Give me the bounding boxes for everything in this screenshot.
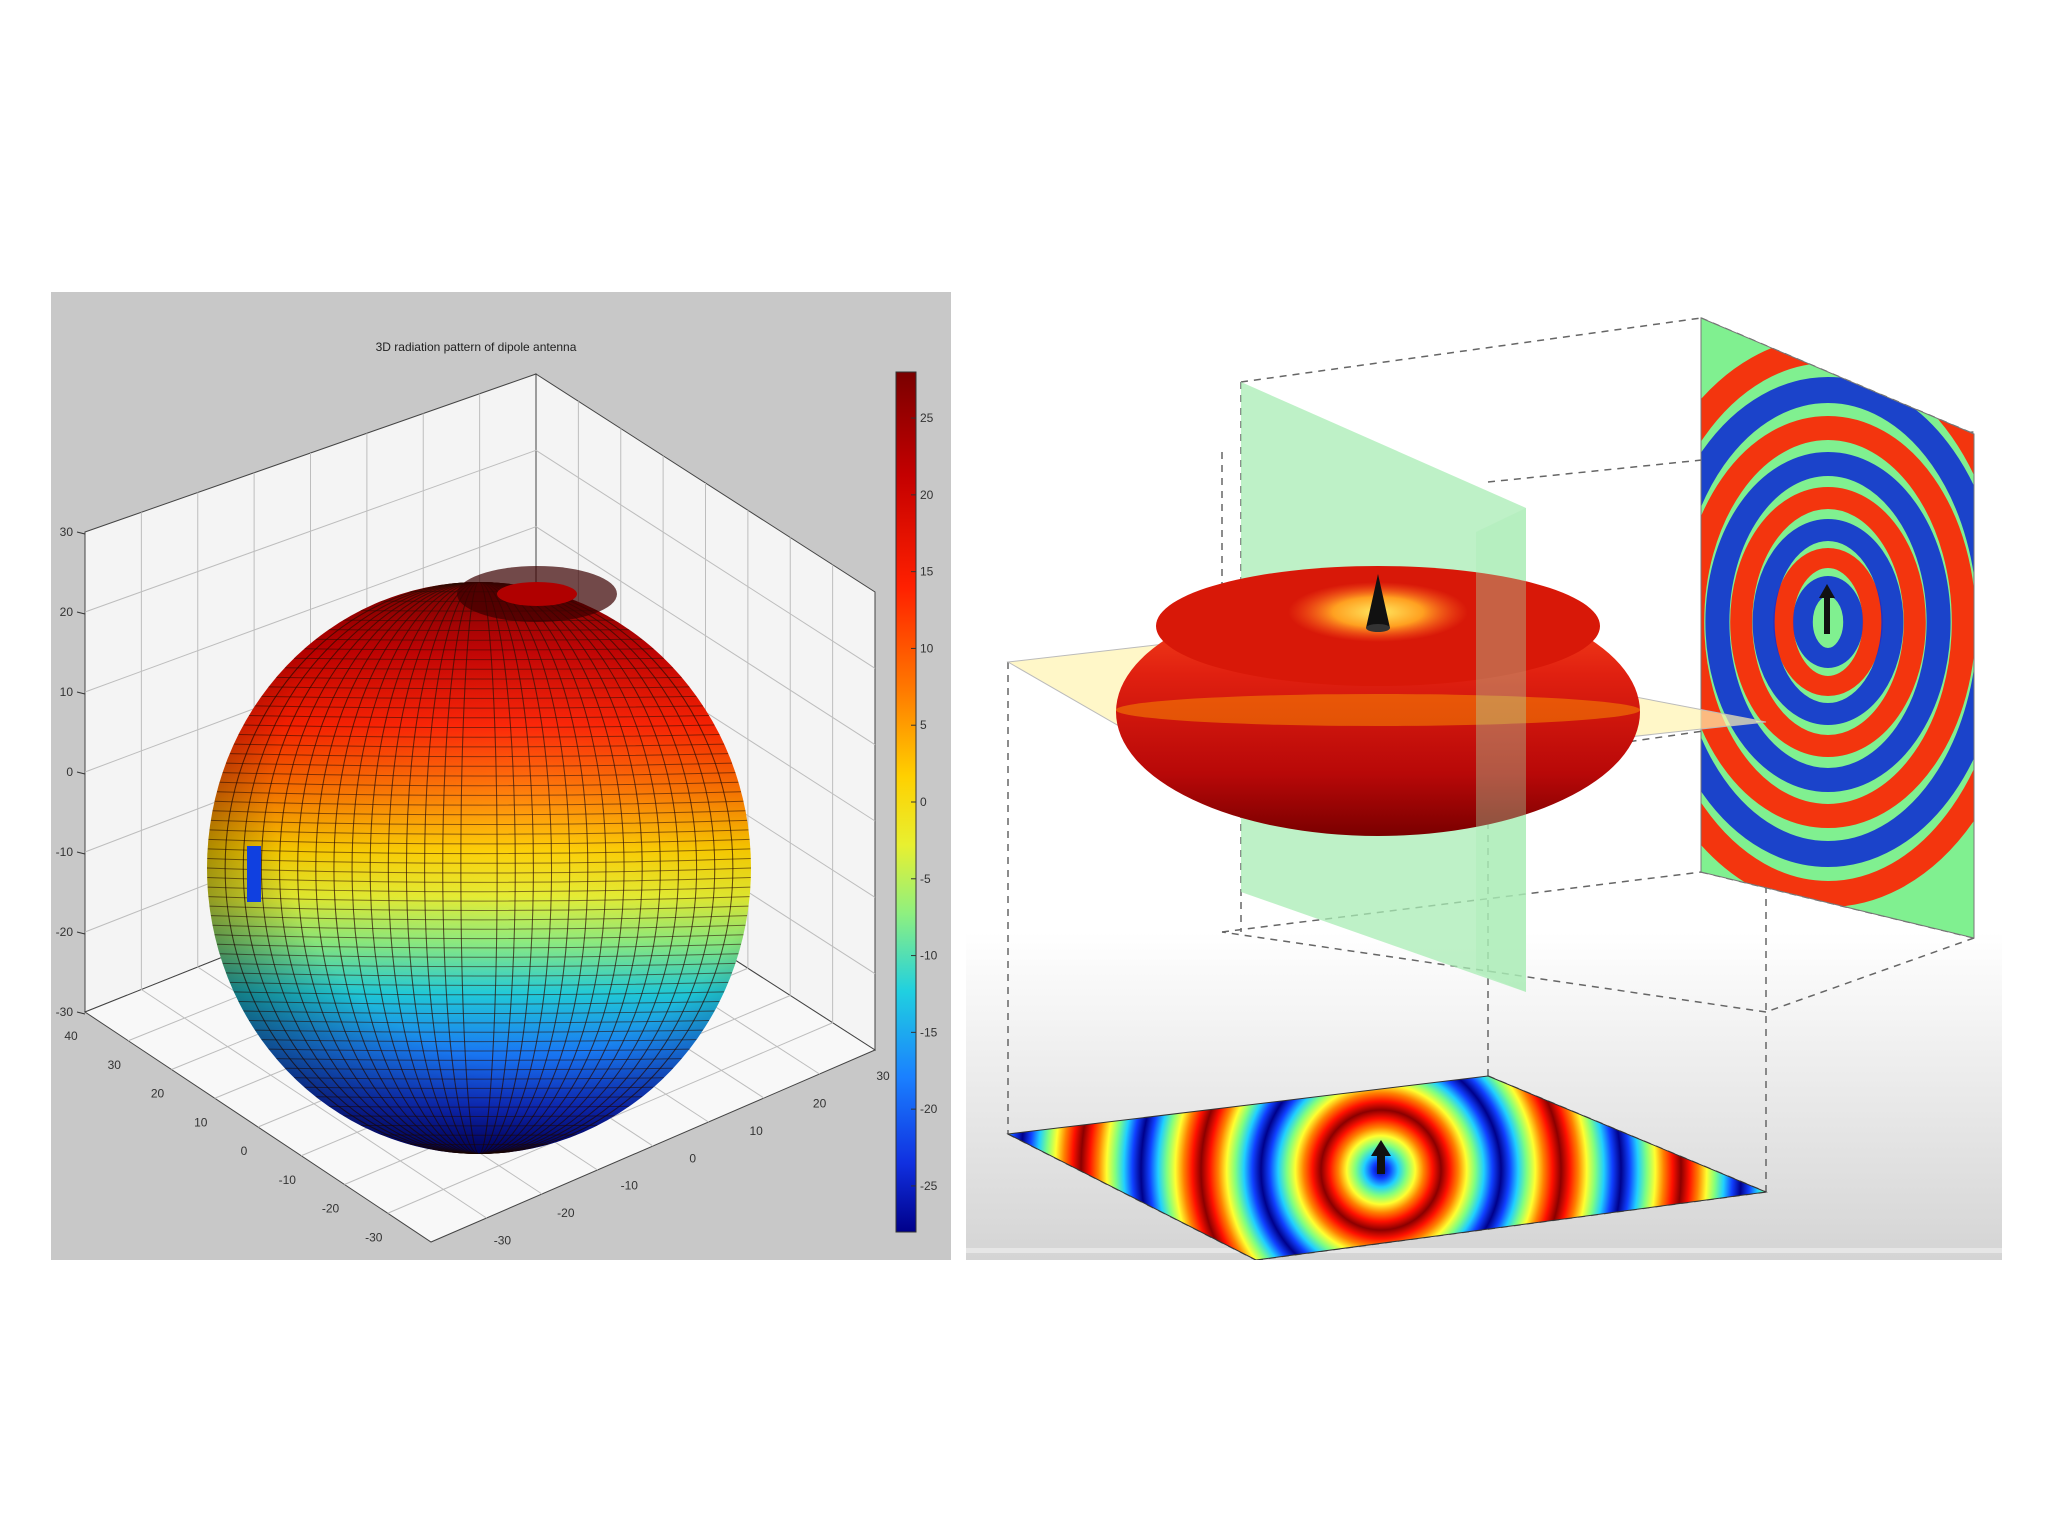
torus-arrow (1366, 574, 1390, 628)
x-tick-label: 0 (689, 1151, 696, 1165)
sphere-shading (207, 582, 751, 1154)
z-tick (76, 531, 86, 535)
side-wavefront (1752, 519, 1904, 725)
z-tick (76, 931, 86, 935)
x-tick-label: 30 (876, 1069, 890, 1083)
floor-arrow-shaft (1377, 1154, 1385, 1174)
floor-outline (1006, 1075, 1768, 1260)
torus-arrow-base (1366, 624, 1390, 632)
floor-field-map (1008, 1076, 1766, 1260)
z-tick-label: 30 (60, 525, 74, 539)
side-arrow-head (1819, 584, 1835, 598)
floor-rings (1008, 1076, 1766, 1260)
colorbar-tick-label: -20 (920, 1102, 938, 1116)
z-tick (76, 1011, 86, 1015)
sphere-top-dimple-inner (497, 582, 577, 606)
z-tick (76, 851, 86, 855)
y-tick-label: 20 (151, 1087, 165, 1101)
z-tick (76, 691, 86, 695)
z-tick (76, 771, 86, 775)
colorbar-tick-label: -5 (920, 872, 931, 886)
y-tick-label: -10 (279, 1173, 297, 1187)
colorbar-tick-label: 5 (920, 718, 927, 732)
side-wavefront (1773, 548, 1883, 696)
colorbar-tick-label: -10 (920, 949, 938, 963)
colorbar-tick-label: 10 (920, 641, 934, 655)
colorbar-tick-label: 20 (920, 488, 934, 502)
side-field-map (1701, 318, 1974, 938)
x-tick-label: -30 (494, 1234, 512, 1248)
box-edge (1765, 937, 1975, 1013)
divider-line (966, 1248, 2002, 1253)
box-edge (1240, 317, 1702, 383)
vertical-plane-front (1476, 508, 1526, 992)
left-chart-panel: 25 20 15 10 5 0 -5 -10 -15 -20 -25 30 20 10 0 -10 -20 -30… (51, 292, 951, 1260)
colorbar-tick-label: 25 (920, 411, 934, 425)
z-tick-label: 0 (66, 765, 73, 779)
x-tick-label: 20 (813, 1096, 827, 1110)
y-tick-label: 10 (194, 1115, 208, 1129)
y-tick-label: -30 (365, 1230, 383, 1244)
torus-plane-cut (1116, 694, 1640, 726)
colorbar-tick-label: 0 (920, 795, 927, 809)
right-chart-panel (966, 292, 2002, 1260)
y-tick-label: 40 (64, 1029, 78, 1043)
x-tick-label: -20 (557, 1206, 575, 1220)
side-wavefront (1701, 377, 1974, 867)
side-wavefront (1730, 487, 1926, 757)
floor-arrow-head (1371, 1140, 1391, 1156)
y-tick-label: 30 (108, 1058, 122, 1072)
y-tick-label: -40 (408, 1259, 426, 1260)
colorbar-tick-label: -25 (920, 1179, 938, 1193)
y-tick-label: -20 (322, 1202, 340, 1216)
chart-title: 3D radiation pattern of dipole antenna (376, 340, 577, 354)
colorbar-tick-label: 15 (920, 565, 934, 579)
x-tick-label: -10 (621, 1179, 639, 1193)
side-wavefront (1701, 416, 1974, 828)
z-tick-label: -30 (56, 1005, 74, 1019)
z-tick-label: -20 (56, 925, 74, 939)
side-outline (1700, 317, 1975, 939)
colorbar-tick-label: -15 (920, 1025, 938, 1039)
z-tick-label: 20 (60, 605, 74, 619)
side-wavefront (1705, 452, 1951, 792)
x-tick-label: 10 (749, 1124, 763, 1138)
torus-chart (1006, 317, 1975, 1260)
y-tick-label: 0 (241, 1144, 248, 1158)
z-tick-label: -10 (56, 845, 74, 859)
z-tick-label: 10 (60, 685, 74, 699)
sphere-blue-patch (247, 846, 261, 902)
side-arrow-shaft (1824, 594, 1830, 634)
box-edge (1221, 871, 1702, 933)
z-tick (76, 611, 86, 615)
sphere-chart: 25 20 15 10 5 0 -5 -10 -15 -20 -25 30 20 10 0 -10 -20 -30… (56, 340, 938, 1260)
